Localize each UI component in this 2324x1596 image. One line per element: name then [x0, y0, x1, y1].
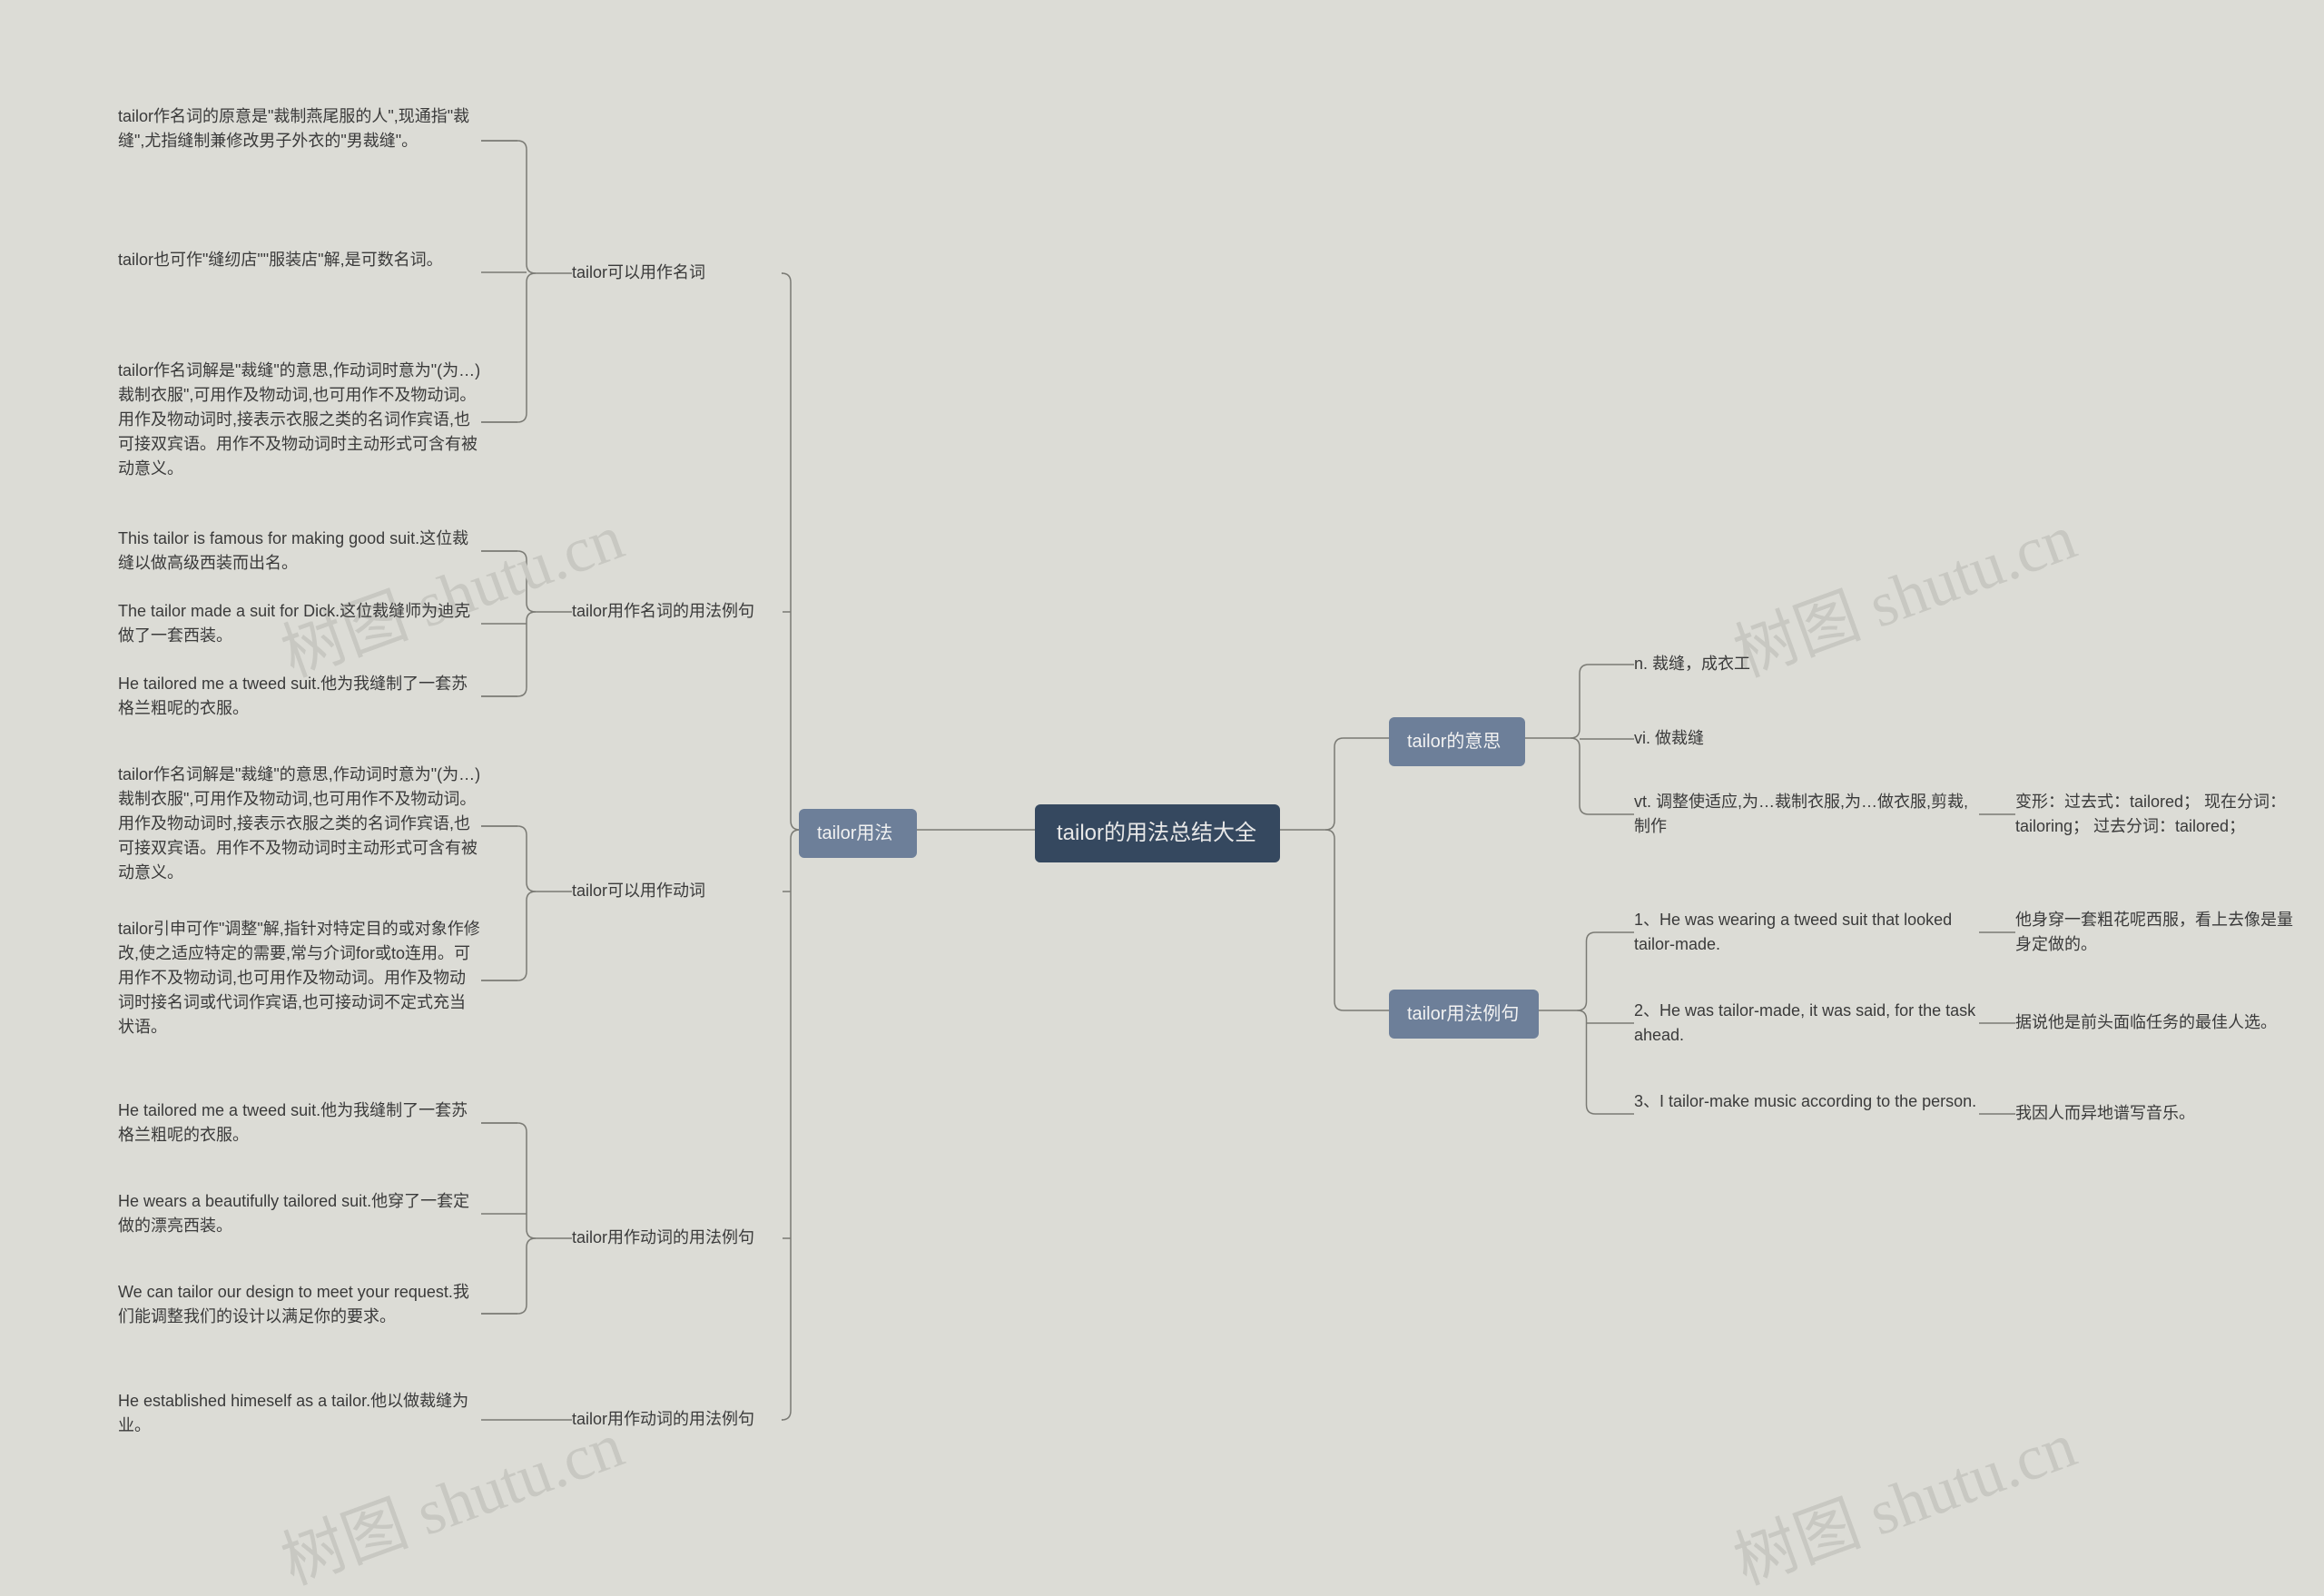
leaf-noun-3: tailor作名词解是"裁缝"的意思,作动词时意为"(为…)裁制衣服",可用作及…	[118, 359, 481, 481]
leaf-ex-1: 1、He was wearing a tweed suit that looke…	[1634, 908, 1979, 957]
subgroup-as-noun: tailor可以用作名词	[572, 261, 735, 285]
subgroup-verb-examples: tailor用作动词的用法例句	[572, 1226, 781, 1250]
leaf-nex-2: The tailor made a suit for Dick.这位裁缝师为迪克…	[118, 599, 481, 648]
leaf-noun-1: tailor作名词的原意是"裁制燕尾服的人",现通指"裁缝",尤指缝制兼修改男子…	[118, 104, 481, 153]
leaf-m-3-inf: 变形：过去式：tailored； 现在分词：tailoring； 过去分词：ta…	[2015, 790, 2306, 839]
leaf-m-1: n. 裁缝，成衣工	[1634, 652, 1816, 676]
leaf-vex-1: He tailored me a tweed suit.他为我缝制了一套苏格兰粗…	[118, 1098, 481, 1148]
subgroup-as-verb: tailor可以用作动词	[572, 879, 735, 903]
leaf-nex-1: This tailor is famous for making good su…	[118, 527, 481, 576]
subgroup-verb-examples-2: tailor用作动词的用法例句	[572, 1407, 781, 1432]
leaf-ex-2: 2、He was tailor-made, it was said, for t…	[1634, 999, 1979, 1048]
watermark-1: 树图 shutu.cn	[268, 487, 635, 695]
leaf-vex-2: He wears a beautifully tailored suit.他穿了…	[118, 1189, 481, 1238]
leaf-m-2: vi. 做裁缝	[1634, 726, 1770, 751]
watermark-4: 树图 shutu.cn	[1720, 1394, 2087, 1596]
subgroup-noun-examples: tailor用作名词的用法例句	[572, 599, 781, 624]
leaf-noun-2: tailor也可作"缝纫店""服装店"解,是可数名词。	[118, 248, 481, 272]
mindmap-root: tailor的用法总结大全	[1035, 804, 1280, 862]
leaf-vex-4: He established himeself as a tailor.他以做裁…	[118, 1389, 481, 1438]
leaf-ex-1-tr: 他身穿一套粗花呢西服，看上去像是量身定做的。	[2015, 908, 2306, 957]
branch-meaning: tailor的意思	[1389, 717, 1525, 766]
leaf-ex-3: 3、I tailor-make music according to the p…	[1634, 1089, 1979, 1114]
leaf-nex-3: He tailored me a tweed suit.他为我缝制了一套苏格兰粗…	[118, 672, 481, 721]
leaf-ex-2-tr: 据说他是前头面临任务的最佳人选。	[2015, 1010, 2306, 1035]
leaf-m-3: vt. 调整使适应,为…裁制衣服,为…做衣服,剪裁,制作	[1634, 790, 1979, 839]
branch-usage: tailor用法	[799, 809, 917, 858]
leaf-ex-3-tr: 我因人而异地谱写音乐。	[2015, 1101, 2242, 1126]
leaf-verb-2: tailor引申可作"调整"解,指针对特定目的或对象作修改,使之适应特定的需要,…	[118, 917, 481, 1039]
branch-examples: tailor用法例句	[1389, 990, 1539, 1039]
leaf-verb-1: tailor作名词解是"裁缝"的意思,作动词时意为"(为…)裁制衣服",可用作及…	[118, 763, 481, 885]
leaf-vex-3: We can tailor our design to meet your re…	[118, 1280, 481, 1329]
